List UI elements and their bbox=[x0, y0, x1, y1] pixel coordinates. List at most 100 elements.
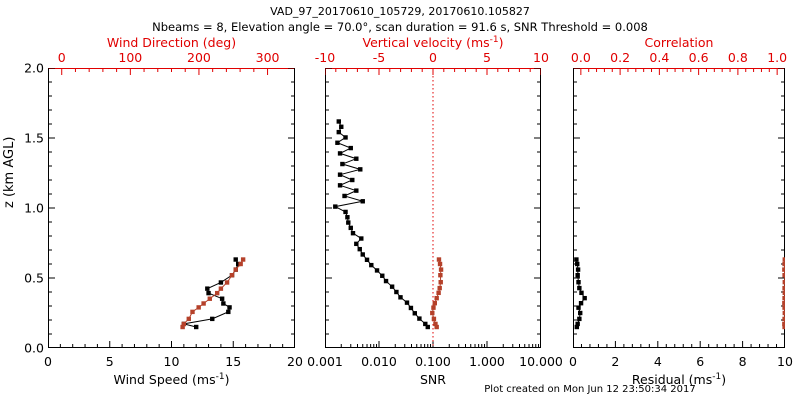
data-point-marker bbox=[436, 290, 441, 296]
data-point-marker bbox=[238, 261, 243, 267]
y-tick-label: 0.5 bbox=[24, 270, 44, 286]
data-point-marker bbox=[782, 261, 785, 267]
data-point-marker bbox=[337, 151, 343, 156]
data-point-marker bbox=[578, 301, 584, 306]
data-point-marker bbox=[423, 321, 428, 327]
top-tick-label: 300 bbox=[255, 50, 280, 65]
top-tick-label: 1.0 bbox=[767, 50, 788, 65]
data-point-marker bbox=[579, 290, 584, 296]
bottom-tick-label: 2 bbox=[611, 354, 620, 369]
data-point-marker bbox=[575, 267, 581, 272]
data-point-marker bbox=[350, 231, 356, 236]
y-tick-label: 2.0 bbox=[24, 60, 44, 76]
top-tick-label: -5 bbox=[372, 50, 386, 65]
data-point-marker bbox=[380, 273, 385, 278]
data-point-marker bbox=[348, 225, 353, 231]
data-point-marker bbox=[194, 324, 199, 330]
data-point-marker bbox=[438, 280, 443, 285]
data-point-marker bbox=[359, 236, 364, 241]
data-point-marker bbox=[180, 324, 185, 330]
data-point-marker bbox=[336, 129, 341, 135]
data-point-marker bbox=[577, 285, 582, 291]
bottom-axis-title: SNR bbox=[420, 372, 446, 387]
bottom-tick-label: 10 bbox=[777, 354, 793, 369]
data-point-marker bbox=[782, 301, 785, 306]
y-tick-label: 0.0 bbox=[24, 340, 44, 356]
data-point-marker bbox=[437, 261, 443, 267]
data-point-marker bbox=[408, 305, 414, 311]
y-axis-label: z (km AGL) bbox=[2, 136, 17, 208]
top-tick-label: 0.4 bbox=[649, 50, 670, 65]
data-point-marker bbox=[782, 324, 785, 330]
snr-panel-plot bbox=[325, 68, 541, 348]
data-point-marker bbox=[782, 316, 785, 322]
data-point-marker bbox=[782, 257, 785, 262]
data-point-marker bbox=[337, 172, 343, 177]
data-point-marker bbox=[782, 310, 785, 316]
data-point-marker bbox=[224, 280, 230, 285]
data-point-marker bbox=[354, 188, 359, 193]
data-point-marker bbox=[218, 286, 224, 291]
data-point-marker bbox=[210, 316, 215, 322]
data-point-marker bbox=[434, 295, 439, 301]
data-point-marker bbox=[354, 241, 359, 247]
data-point-marker bbox=[398, 295, 403, 300]
data-point-marker bbox=[358, 167, 363, 172]
data-point-marker bbox=[360, 199, 365, 204]
data-point-marker bbox=[186, 316, 191, 322]
wind-panel-plot bbox=[48, 68, 295, 348]
data-point-marker bbox=[233, 267, 238, 272]
y-tick-label: 1.0 bbox=[24, 200, 44, 216]
data-point-marker bbox=[354, 156, 359, 161]
data-point-marker bbox=[357, 246, 362, 252]
y-tick-label: 1.5 bbox=[24, 130, 44, 146]
data-point-marker bbox=[335, 140, 340, 145]
data-point-marker bbox=[438, 267, 444, 272]
data-point-marker bbox=[369, 262, 374, 268]
data-point-marker bbox=[235, 261, 241, 267]
data-point-marker bbox=[577, 316, 582, 322]
data-point-marker bbox=[782, 290, 785, 296]
data-point-marker bbox=[227, 305, 232, 310]
data-point-marker bbox=[782, 273, 785, 278]
top-tick-label: 0 bbox=[57, 50, 66, 65]
data-point-marker bbox=[389, 284, 395, 289]
data-point-marker bbox=[383, 278, 389, 284]
data-point-marker bbox=[346, 220, 351, 225]
data-point-marker bbox=[578, 310, 583, 316]
data-point-marker bbox=[181, 321, 187, 327]
data-point-marker bbox=[190, 309, 195, 315]
series-line bbox=[333, 121, 429, 328]
data-point-marker bbox=[782, 280, 785, 285]
top-axis-title: Wind Direction (deg) bbox=[106, 35, 237, 50]
data-point-marker bbox=[348, 145, 353, 151]
data-point-marker bbox=[574, 257, 579, 262]
data-point-marker bbox=[340, 161, 345, 167]
top-tick-label: 0.2 bbox=[610, 50, 631, 65]
data-point-marker bbox=[437, 285, 442, 291]
data-point-marker bbox=[364, 257, 370, 262]
data-point-marker bbox=[343, 209, 348, 215]
bottom-tick-label: 6 bbox=[696, 354, 705, 369]
plot-created-timestamp: Plot created on Mon Jun 12 23:50:34 2017 bbox=[484, 384, 696, 395]
bottom-axis-title: Wind Speed (ms-1) bbox=[113, 372, 230, 388]
data-point-marker bbox=[226, 309, 231, 315]
top-tick-label: 100 bbox=[118, 50, 143, 65]
data-point-marker bbox=[343, 135, 348, 140]
data-point-marker bbox=[782, 295, 785, 301]
top-tick-label: 0.0 bbox=[570, 50, 591, 65]
data-point-marker bbox=[575, 273, 580, 278]
data-point-marker bbox=[782, 305, 785, 310]
data-point-marker bbox=[425, 324, 430, 330]
top-tick-label: 200 bbox=[187, 50, 211, 65]
figure-subtitle: Nbeams = 8, Elevation angle = 70.0°, sca… bbox=[152, 20, 648, 34]
data-point-marker bbox=[342, 193, 347, 199]
bottom-tick-label: 8 bbox=[738, 354, 747, 369]
data-point-marker bbox=[360, 252, 365, 257]
top-tick-label: 0.6 bbox=[688, 50, 709, 65]
data-point-marker bbox=[345, 215, 350, 220]
bottom-tick-label: 0 bbox=[569, 354, 577, 369]
data-point-marker bbox=[219, 296, 225, 301]
top-tick-label: 0.8 bbox=[727, 50, 748, 65]
